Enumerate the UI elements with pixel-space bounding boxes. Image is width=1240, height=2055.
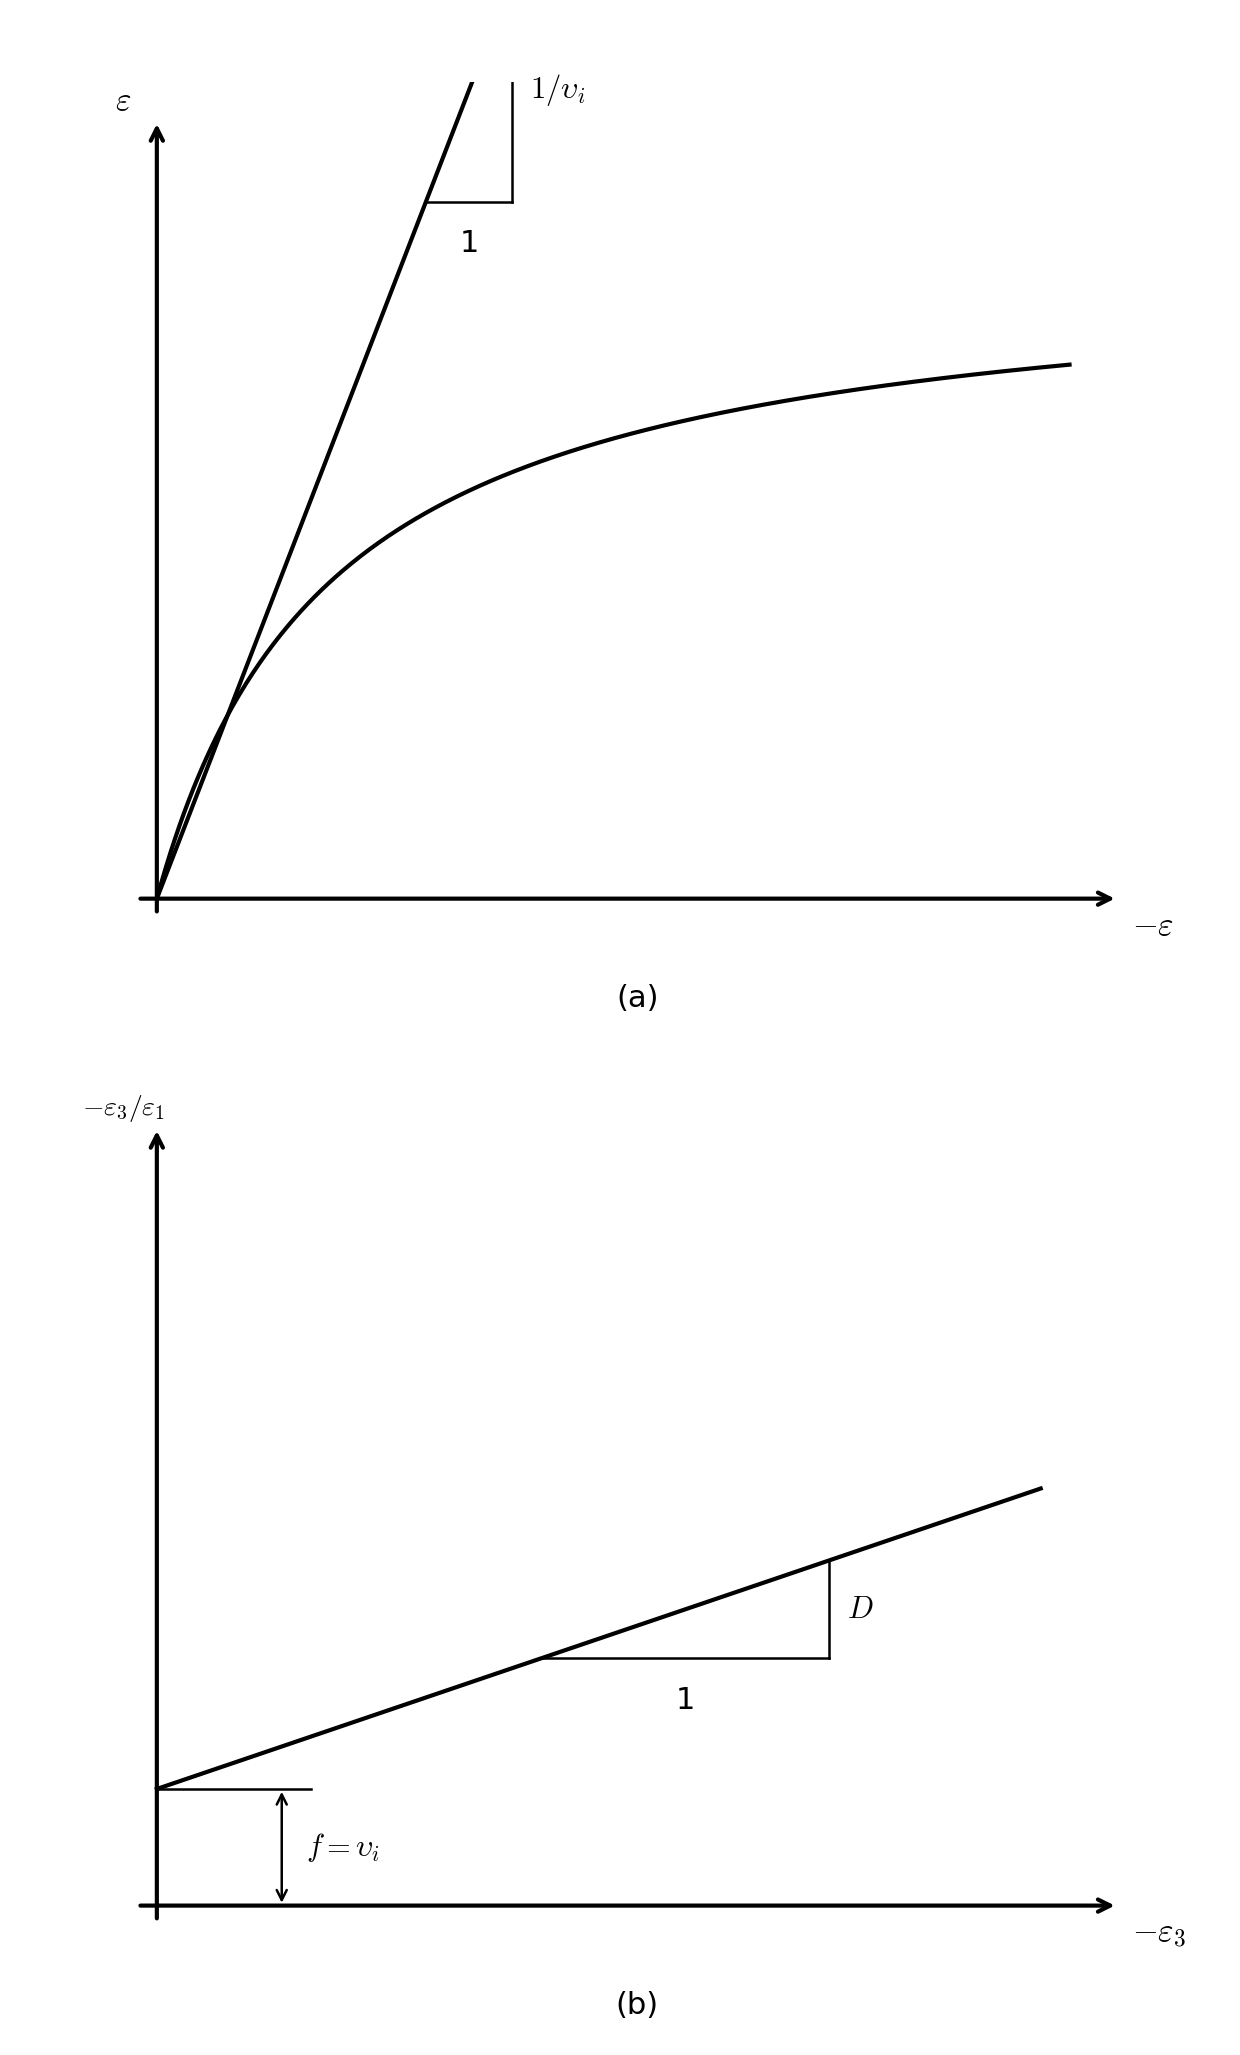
Text: $D$: $D$	[847, 1595, 873, 1623]
Text: $-\varepsilon$: $-\varepsilon$	[1132, 910, 1174, 943]
Text: (b): (b)	[615, 1991, 658, 2020]
Text: 1: 1	[459, 230, 479, 259]
Text: (a): (a)	[616, 984, 658, 1013]
Text: $-\varepsilon_3/\varepsilon_1$: $-\varepsilon_3/\varepsilon_1$	[82, 1093, 165, 1124]
Text: 1: 1	[676, 1685, 694, 1714]
Text: $f=\upsilon_i$: $f=\upsilon_i$	[306, 1831, 379, 1864]
Text: $\varepsilon$: $\varepsilon$	[115, 84, 131, 117]
Text: $1/\upsilon_i$: $1/\upsilon_i$	[529, 72, 585, 109]
Text: $-\varepsilon_3$: $-\varepsilon_3$	[1132, 1917, 1185, 1950]
